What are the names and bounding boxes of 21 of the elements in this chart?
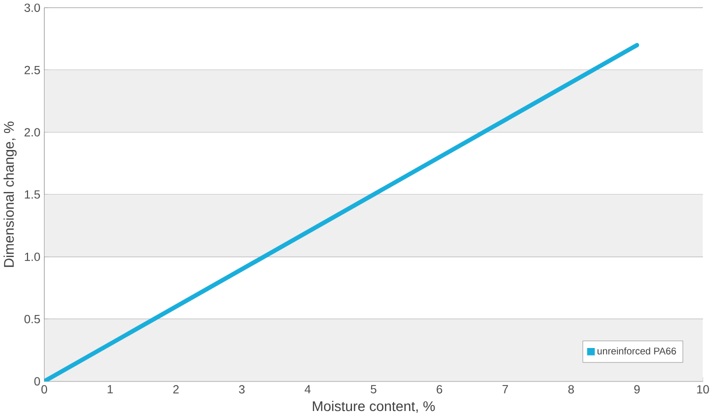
x-tick-label: 10 xyxy=(697,384,709,394)
y-tick-label: 2.0 xyxy=(24,128,40,136)
y-tick-label: 0 xyxy=(34,376,40,386)
y-tick-label: 1.0 xyxy=(24,252,40,261)
x-tick-label: 9 xyxy=(634,384,640,394)
x-tick-label: 1 xyxy=(108,384,113,394)
x-tick-label: 0 xyxy=(41,384,48,394)
x-tick-label: 2 xyxy=(173,384,179,394)
x-tick-label: 6 xyxy=(436,384,442,394)
x-axis-title: Moisture content, % xyxy=(312,400,435,413)
x-tick-label: 4 xyxy=(304,384,311,394)
y-tick-label: 3.0 xyxy=(24,3,40,12)
x-tick-label: 5 xyxy=(370,384,376,394)
y-tick-label: 1.5 xyxy=(24,190,40,198)
legend-label: unreinforced PA66 xyxy=(598,347,676,354)
x-tick-label: 3 xyxy=(239,384,245,394)
y-axis-title: Dimensional change, % xyxy=(4,121,17,267)
y-tick-label: 0.5 xyxy=(24,314,40,324)
x-tick-label: 8 xyxy=(568,384,574,394)
y-tick-label: 2.5 xyxy=(24,66,40,74)
x-tick-label: 7 xyxy=(502,384,508,394)
